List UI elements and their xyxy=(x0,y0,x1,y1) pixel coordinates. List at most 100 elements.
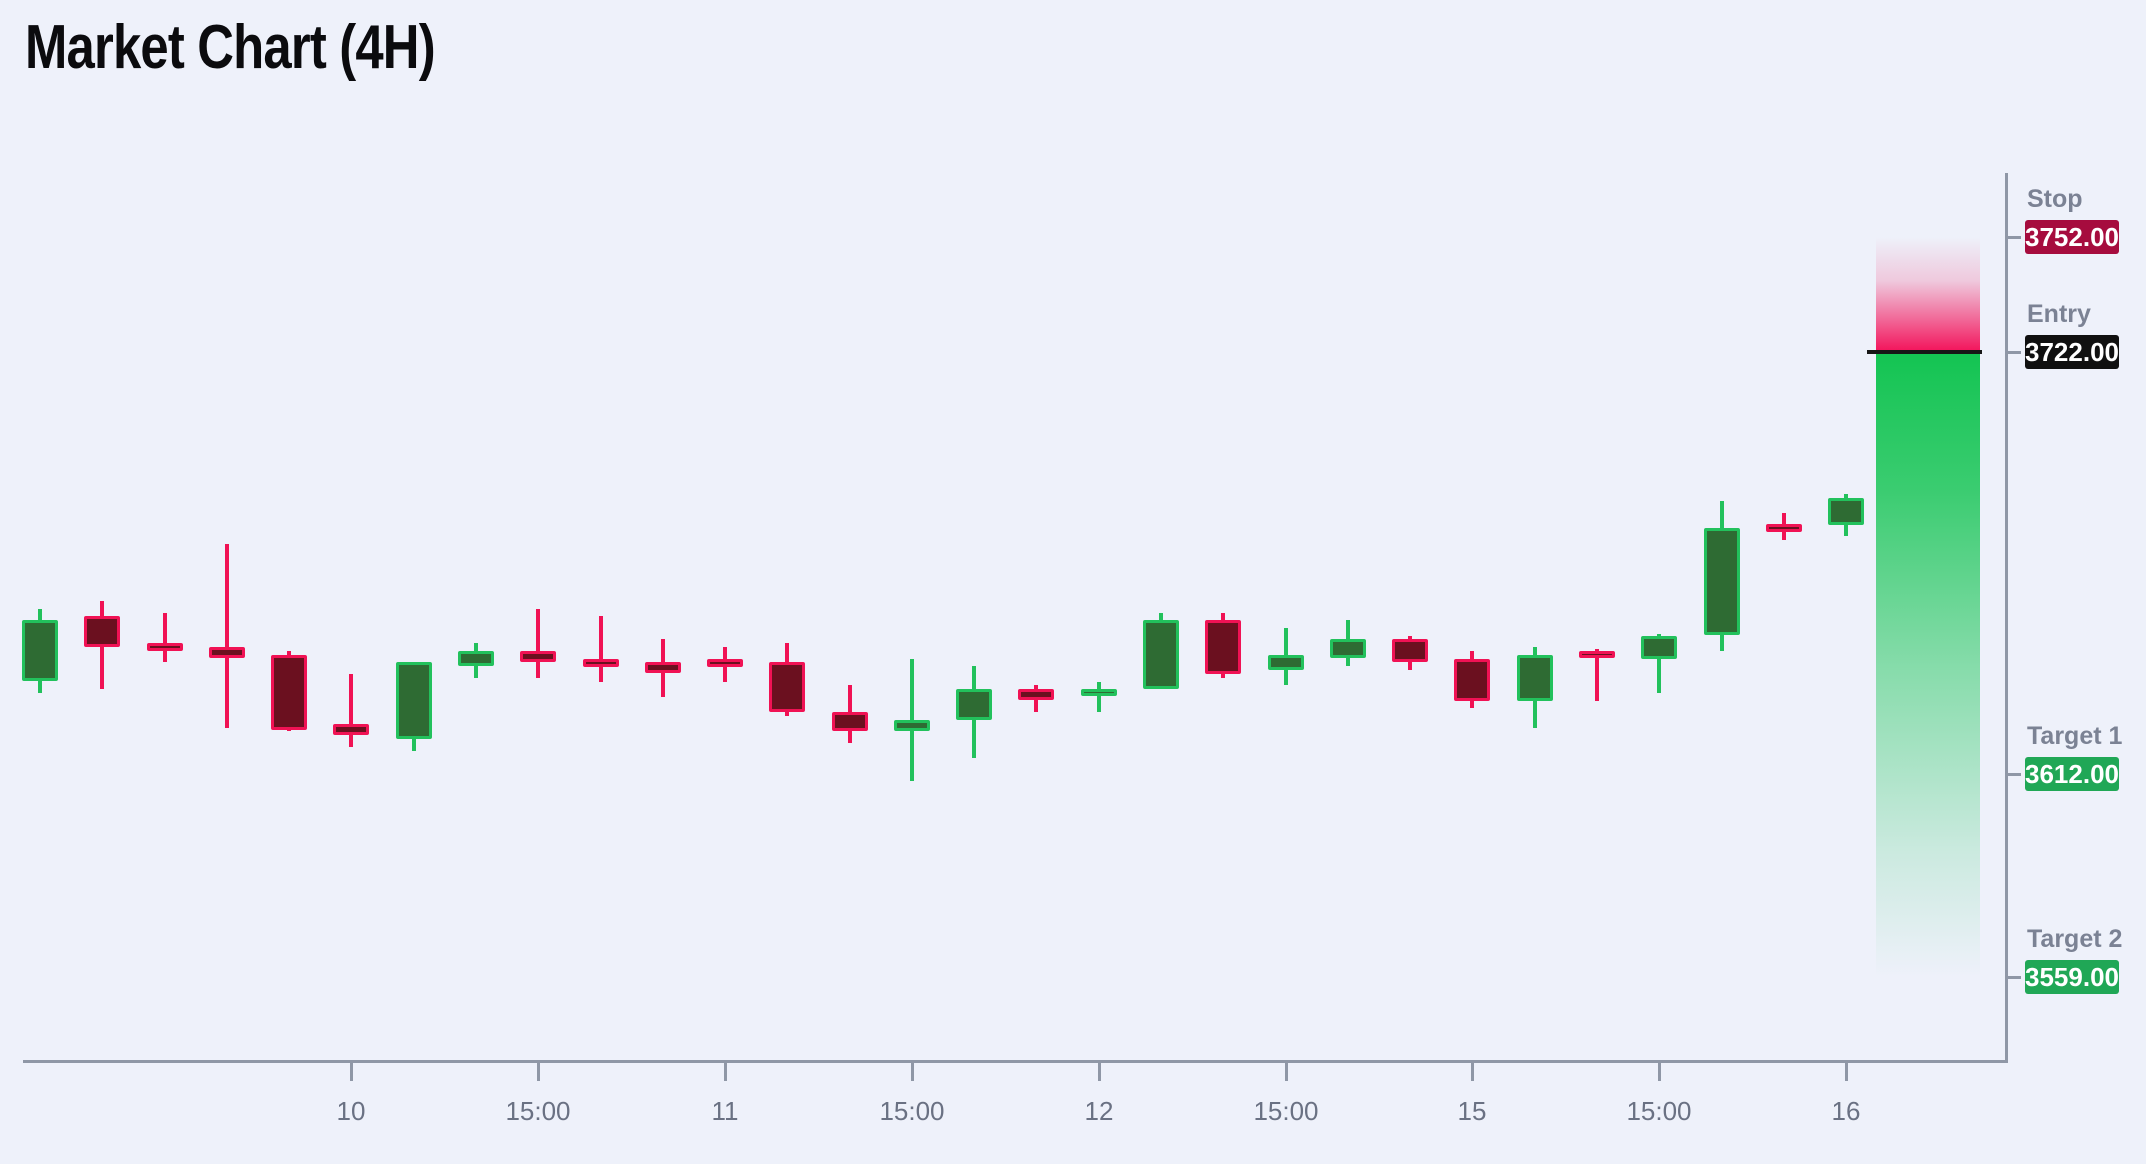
x-axis-tick-label: 15:00 xyxy=(505,1096,571,1126)
candle-body xyxy=(832,712,868,731)
x-axis-tick xyxy=(1658,1061,1661,1081)
candle[interactable] xyxy=(1268,628,1304,685)
candle-body xyxy=(1268,655,1304,670)
candle[interactable] xyxy=(769,643,805,716)
level-label-entry: Entry xyxy=(2027,300,2091,328)
x-axis-tick xyxy=(537,1061,540,1081)
candle[interactable] xyxy=(1454,651,1490,708)
candle-body xyxy=(1579,651,1615,658)
candle-body xyxy=(1641,636,1677,659)
candle-wick xyxy=(163,613,167,662)
x-axis-tick-label: 15:00 xyxy=(1626,1096,1692,1126)
candle-body xyxy=(645,662,681,673)
candle[interactable] xyxy=(84,601,120,689)
candle[interactable] xyxy=(1143,613,1179,689)
candle[interactable] xyxy=(1641,634,1677,693)
candle-body xyxy=(458,651,494,666)
profit-zone-band xyxy=(1876,352,1980,977)
candle-body xyxy=(707,659,743,667)
candle[interactable] xyxy=(22,609,58,693)
candle-wick xyxy=(225,544,229,728)
level-label-target1: Target 1 xyxy=(2027,722,2123,750)
candle-body xyxy=(271,655,307,730)
candle-body xyxy=(1454,659,1490,701)
candle[interactable] xyxy=(1330,620,1366,666)
candle[interactable] xyxy=(1766,513,1802,540)
candle[interactable] xyxy=(894,659,930,781)
level-badge-target1[interactable]: 3612.00 xyxy=(2025,757,2119,791)
candle[interactable] xyxy=(1081,682,1117,712)
candle-wick xyxy=(349,674,353,747)
candle-wick xyxy=(599,616,603,682)
candle-wick xyxy=(1657,634,1661,693)
candle[interactable] xyxy=(147,613,183,662)
candle-body xyxy=(333,724,369,735)
level-tick-entry xyxy=(2007,351,2021,354)
candle-body xyxy=(1205,620,1241,674)
entry-price-line xyxy=(1867,350,1982,354)
candle-wick xyxy=(536,609,540,678)
x-axis-tick xyxy=(1098,1061,1101,1081)
candle[interactable] xyxy=(1517,647,1553,728)
candle-body xyxy=(1828,498,1864,525)
candle-body xyxy=(520,651,556,662)
candle-body xyxy=(894,720,930,731)
level-badge-target2[interactable]: 3559.00 xyxy=(2025,960,2119,994)
candle-body xyxy=(84,616,120,647)
candle-body xyxy=(769,662,805,712)
candle-body xyxy=(1330,639,1366,658)
x-axis-tick-label: 10 xyxy=(336,1096,366,1126)
candle[interactable] xyxy=(333,674,369,747)
x-axis-tick-label: 11 xyxy=(711,1096,739,1126)
level-tick-target1 xyxy=(2007,773,2021,776)
x-axis-tick xyxy=(1845,1061,1848,1081)
candle[interactable] xyxy=(645,639,681,697)
candle-body xyxy=(1517,655,1553,701)
y-axis-line xyxy=(2005,173,2008,1063)
candle-body xyxy=(1081,689,1117,696)
candle[interactable] xyxy=(1579,649,1615,701)
candle[interactable] xyxy=(956,666,992,758)
x-axis-tick-label: 15 xyxy=(1457,1096,1487,1126)
candle[interactable] xyxy=(520,609,556,678)
candle[interactable] xyxy=(1018,685,1054,712)
candle[interactable] xyxy=(1392,636,1428,670)
candle-body xyxy=(147,643,183,651)
x-axis-tick xyxy=(1285,1061,1288,1081)
candle[interactable] xyxy=(707,647,743,682)
candle[interactable] xyxy=(458,643,494,678)
x-axis-tick xyxy=(911,1061,914,1081)
candle-body xyxy=(22,620,58,681)
candle-body xyxy=(396,662,432,739)
candle-body xyxy=(1143,620,1179,689)
x-axis-tick xyxy=(1471,1061,1474,1081)
candle[interactable] xyxy=(583,616,619,682)
candle[interactable] xyxy=(209,544,245,728)
candle-body xyxy=(1704,528,1740,635)
candle-body xyxy=(1392,639,1428,662)
candle-wick xyxy=(1595,649,1599,701)
candle[interactable] xyxy=(396,662,432,751)
level-badge-entry[interactable]: 3722.00 xyxy=(2025,335,2119,369)
level-label-stop: Stop xyxy=(2027,185,2083,213)
candle[interactable] xyxy=(271,651,307,731)
page-title: Market Chart (4H) xyxy=(25,13,436,82)
candle-body xyxy=(209,647,245,658)
candle-wick xyxy=(1097,682,1101,712)
candle[interactable] xyxy=(1704,501,1740,651)
candle[interactable] xyxy=(1828,494,1864,536)
x-axis-tick xyxy=(724,1061,727,1081)
candle[interactable] xyxy=(832,685,868,743)
x-axis-tick xyxy=(350,1061,353,1081)
level-badge-stop[interactable]: 3752.00 xyxy=(2025,220,2119,254)
candle-body xyxy=(956,689,992,720)
x-axis-tick-label: 15:00 xyxy=(1253,1096,1319,1126)
x-axis-tick-label: 12 xyxy=(1084,1096,1114,1126)
level-tick-target2 xyxy=(2007,976,2021,979)
x-axis-tick-label: 15:00 xyxy=(879,1096,945,1126)
level-label-target2: Target 2 xyxy=(2027,925,2123,953)
candle[interactable] xyxy=(1205,613,1241,678)
x-axis-line xyxy=(23,1060,2007,1063)
